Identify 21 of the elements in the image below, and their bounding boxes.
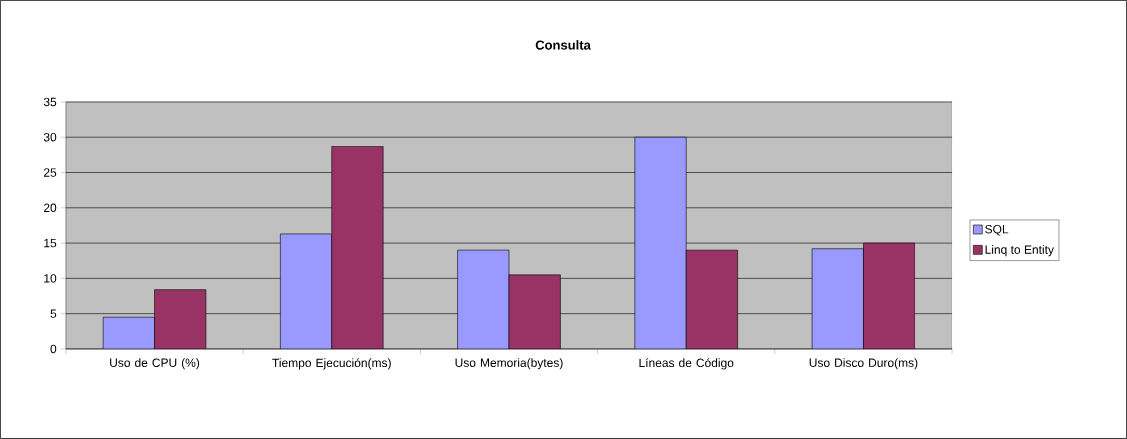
y-tick-label: 25: [43, 168, 57, 177]
y-tick-label: 20: [43, 203, 57, 213]
bar: [811, 248, 864, 350]
y-tick-label: 5: [50, 309, 57, 318]
legend-label: SQL: [985, 224, 1009, 236]
x-tick-label: Tiempo Ejecución(ms): [272, 358, 391, 370]
x-tick-label: Uso de CPU (%): [110, 358, 200, 370]
bar: [634, 136, 687, 350]
y-tick-label: 35: [43, 97, 57, 107]
legend-label: Linq to Entity: [985, 245, 1054, 257]
x-tick-label: Uso Disco Duro(ms): [809, 358, 918, 370]
x-tick-label: Líneas de Código: [639, 358, 734, 370]
y-tick-label: 0: [50, 344, 57, 354]
y-tick-label: 10: [44, 274, 57, 283]
bar: [280, 233, 333, 350]
bar: [457, 249, 510, 350]
chart-title: Consulta: [535, 40, 591, 50]
y-tick-label: 15: [44, 238, 57, 248]
bar: [102, 316, 155, 350]
y-tick-label: 30: [43, 133, 57, 142]
x-tick-label: Uso Memoria(bytes): [455, 358, 563, 370]
